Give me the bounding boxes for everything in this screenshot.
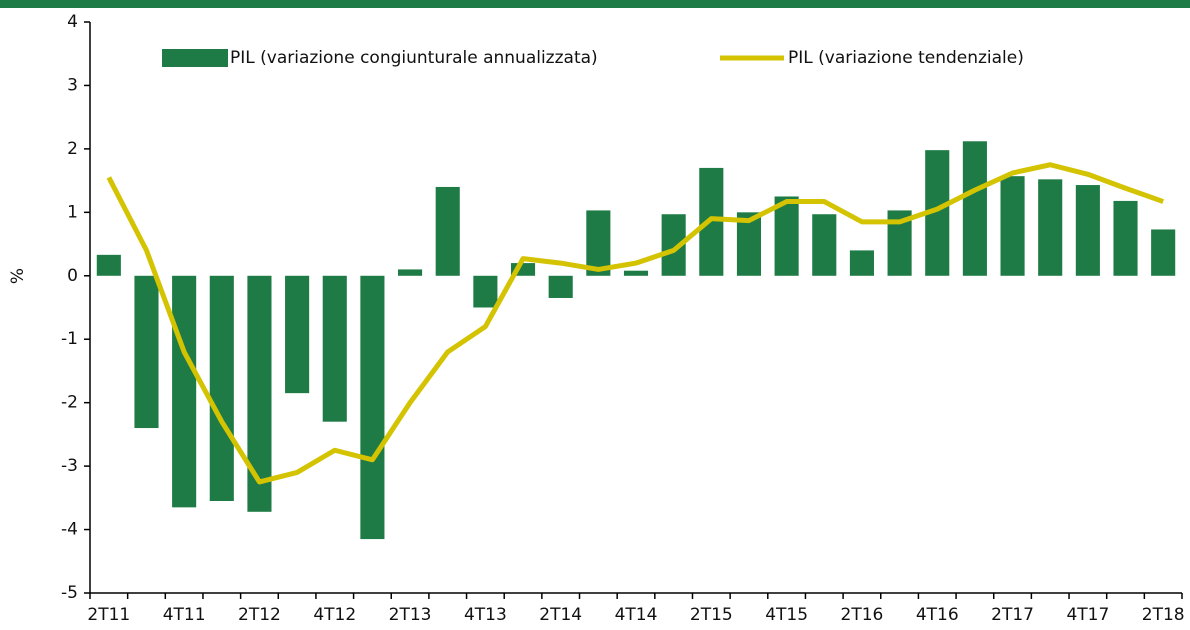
y-tick-label: -2 — [61, 393, 78, 413]
y-tick-label: 0 — [67, 266, 78, 286]
bar — [473, 275, 498, 308]
bar — [209, 275, 234, 502]
bar — [435, 186, 460, 276]
bar — [247, 275, 272, 512]
bar — [586, 210, 611, 276]
x-tick-label: 2T12 — [238, 605, 281, 625]
bar — [812, 214, 837, 276]
legend-label: PIL (variazione tendenziale) — [788, 48, 1024, 68]
bar — [1075, 185, 1100, 276]
bar — [1151, 229, 1176, 276]
x-tick-label: 2T13 — [389, 605, 432, 625]
legend-label: PIL (variazione congiunturale annualizza… — [230, 48, 598, 68]
x-tick-label: 2T16 — [841, 605, 884, 625]
x-tick-label: 2T14 — [539, 605, 582, 625]
x-tick-label: 4T13 — [464, 605, 507, 625]
bar — [849, 250, 874, 276]
y-tick-label: 1 — [67, 202, 78, 222]
x-tick-label: 4T15 — [765, 605, 808, 625]
bar — [96, 254, 121, 276]
y-tick-label: -1 — [61, 329, 78, 349]
x-tick-label: 2T18 — [1142, 605, 1185, 625]
bar — [548, 275, 573, 298]
x-tick-label: 2T15 — [690, 605, 733, 625]
x-tick-label: 4T12 — [313, 605, 356, 625]
line — [106, 162, 1165, 485]
bar — [172, 275, 197, 508]
bar — [774, 196, 799, 276]
bar — [360, 275, 385, 540]
x-tick-label: 2T11 — [87, 605, 130, 625]
x-tick-label: 4T17 — [1066, 605, 1109, 625]
bar — [962, 141, 987, 276]
y-tick-label: -5 — [61, 583, 78, 603]
x-tick-label: 2T17 — [991, 605, 1034, 625]
y-tick-label: 3 — [67, 75, 78, 95]
y-axis-label: % — [8, 268, 28, 284]
bar — [1113, 200, 1138, 276]
y-tick-label: 4 — [67, 12, 78, 32]
x-tick-label: 4T11 — [163, 605, 206, 625]
bar — [1038, 179, 1063, 276]
y-tick-label: -3 — [61, 456, 78, 476]
y-tick-label: 2 — [67, 139, 78, 159]
y-tick-label: -4 — [61, 520, 78, 540]
bar — [398, 269, 423, 276]
legend-swatch — [162, 49, 228, 67]
bar — [134, 275, 159, 429]
bar — [285, 275, 310, 394]
top-band — [0, 0, 1190, 8]
bar — [623, 270, 649, 276]
bar — [1000, 176, 1025, 276]
x-tick-label: 4T14 — [615, 605, 658, 625]
bar — [322, 275, 347, 422]
x-tick-label: 4T16 — [916, 605, 959, 625]
